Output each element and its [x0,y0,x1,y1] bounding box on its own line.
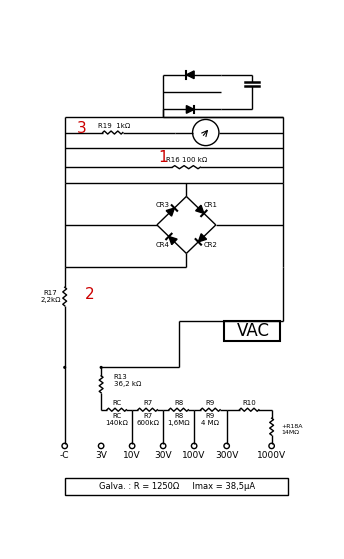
Text: 3: 3 [77,121,87,136]
Text: 300V: 300V [215,452,238,461]
Text: R10: R10 [242,400,256,406]
Text: 3V: 3V [95,452,107,461]
Text: Galva. : R = 1250Ω     Imax = 38,5μA: Galva. : R = 1250Ω Imax = 38,5μA [99,482,255,491]
Text: R7: R7 [143,400,152,406]
Text: R8: R8 [174,400,183,406]
Text: -C: -C [60,452,69,461]
Circle shape [99,366,103,369]
FancyBboxPatch shape [224,321,280,341]
Circle shape [63,366,66,369]
Text: VAC: VAC [237,322,270,340]
Text: +R18A
14MΩ: +R18A 14MΩ [281,424,302,435]
Text: R9
4 MΩ: R9 4 MΩ [201,413,219,427]
Text: R7
600kΩ: R7 600kΩ [136,413,159,427]
Polygon shape [186,71,194,79]
Text: 10V: 10V [123,452,141,461]
Text: CR3: CR3 [155,202,169,207]
Polygon shape [198,234,207,242]
Text: 2: 2 [85,287,94,302]
Text: 1000V: 1000V [257,452,286,461]
Text: R8
1,6MΩ: R8 1,6MΩ [167,413,190,427]
Text: CR2: CR2 [203,243,217,248]
Text: R17
2,2kΩ: R17 2,2kΩ [41,290,61,303]
FancyBboxPatch shape [65,479,288,495]
Text: R16 100 kΩ: R16 100 kΩ [166,157,207,163]
Polygon shape [166,208,174,216]
Polygon shape [169,236,177,245]
Polygon shape [196,205,204,214]
Text: 100V: 100V [182,452,206,461]
Text: RC: RC [112,400,121,406]
Polygon shape [186,106,194,113]
Text: 30V: 30V [154,452,172,461]
Text: 1: 1 [158,150,168,165]
Text: R13
36,2 kΩ: R13 36,2 kΩ [114,374,141,387]
Text: RC
140kΩ: RC 140kΩ [105,413,128,427]
Text: R19  1kΩ: R19 1kΩ [98,124,130,129]
Text: CR4: CR4 [155,243,169,248]
Text: CR1: CR1 [203,202,217,207]
Text: R9: R9 [206,400,215,406]
